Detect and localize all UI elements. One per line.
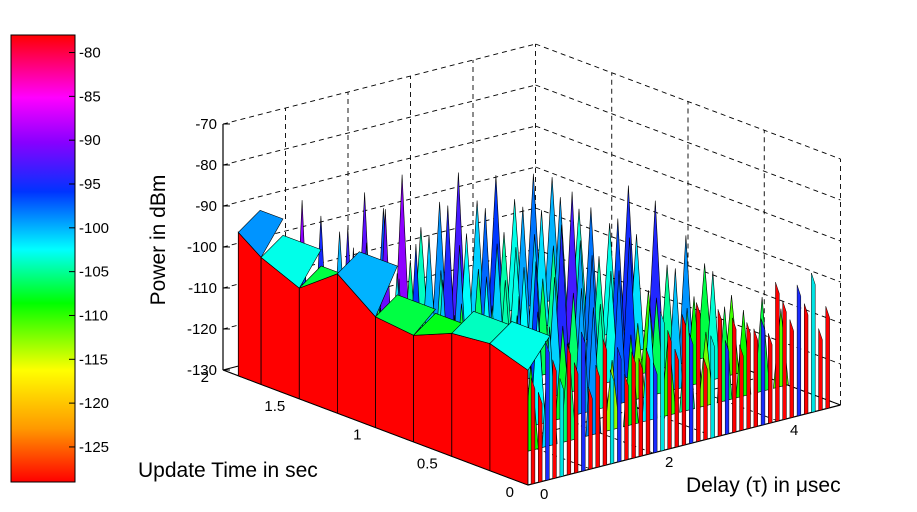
colorbar-tick-label: -85 — [79, 88, 101, 105]
y-tick-label: 0 — [506, 484, 514, 501]
y-axis-ticks: 0 0.5 1 1.5 2 — [201, 369, 514, 501]
colorbar-tick-label: -95 — [79, 176, 101, 193]
surface-top-facet — [336, 251, 398, 318]
side-wall-spike — [681, 314, 687, 446]
side-wall-spike — [588, 387, 593, 470]
x-tick-label: 4 — [790, 422, 798, 439]
side-wall-spike — [717, 309, 723, 437]
side-wall-spike — [753, 328, 758, 428]
colorbar-tick-label: -125 — [79, 439, 109, 456]
side-wall-spike — [760, 318, 766, 426]
surface-top-facet — [374, 294, 437, 336]
z-tick-label: -110 — [188, 280, 217, 297]
front-wall-panel — [298, 273, 338, 414]
side-wall-spike — [811, 272, 816, 413]
side-wall-spike — [602, 338, 608, 467]
front-wall-panel — [375, 316, 415, 443]
colorbar-tick-label: -80 — [79, 45, 101, 62]
gridline — [535, 125, 841, 242]
surface-top-facet — [237, 209, 284, 258]
side-wall-spike — [645, 348, 651, 456]
side-wall-spike — [710, 335, 715, 439]
side-wall-spike — [545, 341, 550, 481]
gridline — [222, 125, 536, 207]
colorbar-tick-label: -90 — [79, 132, 101, 149]
colorbar-tick-label: -120 — [79, 395, 109, 412]
surface-top-facet — [489, 321, 551, 371]
y-tick-label: 0.5 — [417, 455, 438, 472]
gridline — [535, 84, 841, 201]
front-wall-panel — [451, 332, 491, 472]
gridline — [535, 166, 841, 283]
colorbar-tick-label: -105 — [79, 264, 109, 281]
side-wall-spike — [746, 322, 751, 430]
z-tick-label: -130 — [187, 362, 217, 379]
colorbar — [10, 34, 76, 483]
y-tick-label: 1 — [353, 427, 361, 444]
z-tick-label: -80 — [195, 157, 217, 174]
side-wall-spike — [559, 378, 564, 478]
colorbar-tick-label: -115 — [79, 351, 108, 368]
side-wall-spike — [574, 362, 579, 474]
surface-mesh — [237, 172, 830, 486]
side-wall-spike — [667, 330, 672, 450]
x-axis-ticks: 0 2 4 — [540, 422, 798, 503]
side-wall-spike — [739, 344, 744, 432]
x-tick-label: 2 — [665, 454, 673, 471]
gridline — [535, 43, 841, 160]
side-wall-spike — [552, 359, 557, 480]
side-wall-spike — [724, 340, 730, 435]
z-tick-label: -120 — [187, 321, 217, 338]
z-tick-label: -90 — [195, 198, 217, 215]
gridline — [222, 84, 536, 166]
side-wall-spike — [638, 358, 643, 457]
colorbar-tick-label: -100 — [79, 220, 109, 237]
side-wall-spike — [631, 351, 636, 459]
x-tick-label: 0 — [540, 486, 548, 503]
surface-top-facet — [260, 234, 322, 289]
side-wall-spike — [775, 282, 780, 422]
side-wall-spike — [624, 374, 629, 461]
x-axis-title: Delay (τ) in μsec — [686, 474, 841, 497]
side-wall-spike — [660, 311, 665, 452]
side-wall-spike — [566, 343, 572, 476]
front-wall-panel — [413, 332, 453, 457]
side-wall-spike — [768, 333, 773, 424]
front-wall-panel — [237, 231, 262, 385]
side-wall-spike — [653, 362, 658, 454]
side-wall-spike — [804, 303, 809, 415]
colorbar-ticks: -80 -85 -90 -95 -100 -105 -110 -115 -120 -125 — [69, 45, 109, 456]
side-wall-spike — [530, 377, 536, 485]
colorbar-tick-label: -110 — [79, 307, 108, 324]
side-wall-spike — [617, 347, 622, 463]
side-wall-spike — [696, 302, 701, 443]
y-tick-label: 2 — [201, 369, 209, 386]
side-wall-spike — [609, 369, 615, 465]
side-wall-spike — [674, 348, 679, 448]
side-wall-spike — [796, 284, 802, 417]
y-axis-title: Update Time in sec — [138, 459, 318, 482]
side-wall-spike — [732, 317, 737, 434]
side-wall-spike — [595, 365, 600, 468]
side-wall-spike — [782, 300, 787, 421]
y-tick-label: 1.5 — [264, 398, 285, 415]
z-axis-title: Power in dBm — [147, 175, 170, 306]
side-wall-spike — [825, 306, 830, 410]
z-axis-ticks: -70 -80 -90 -100 -110 -120 -130 — [187, 116, 230, 379]
side-wall-spike — [538, 392, 543, 483]
side-wall-spike — [789, 319, 794, 419]
side-wall-spike — [703, 357, 708, 441]
z-tick-label: -100 — [187, 239, 217, 256]
z-tick-label: -70 — [195, 116, 217, 133]
side-wall-spike — [581, 331, 586, 472]
gridline — [222, 43, 536, 125]
side-wall-spike — [818, 328, 823, 411]
side-wall-spike — [689, 332, 694, 445]
